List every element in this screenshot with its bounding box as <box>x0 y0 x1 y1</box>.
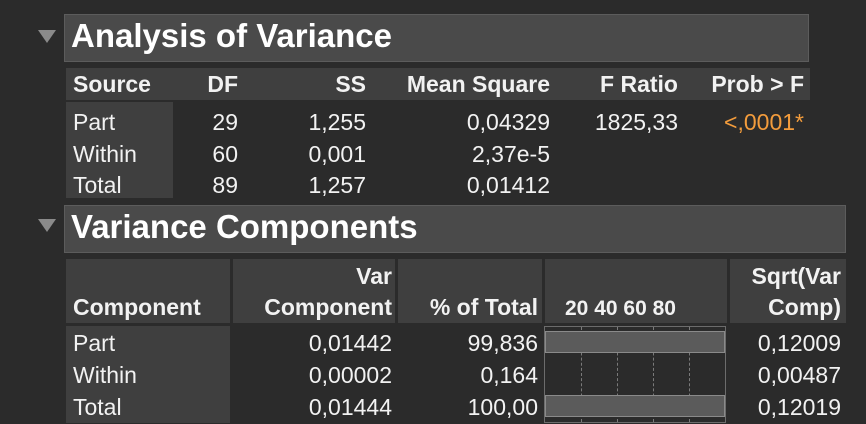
pct-bar-chart <box>544 326 726 423</box>
grid-line-40 <box>617 327 618 422</box>
anova-row-total-ss: 1,257 <box>308 172 366 198</box>
vc-row-part-var: 0,01442 <box>308 330 392 356</box>
vc-header-sqrt-line1: Sqrt(Var <box>751 263 841 289</box>
anova-row-part-f: 1825,33 <box>594 109 678 135</box>
anova-header-df: DF <box>207 71 238 97</box>
anova-section-title[interactable]: Analysis of Variance <box>64 14 809 62</box>
grid-line-20 <box>581 327 582 422</box>
vc-row-total-sqrt: 0,12019 <box>757 394 841 420</box>
pct-bar-total <box>545 395 725 417</box>
anova-row-part-p: <,0001* <box>724 109 804 135</box>
vc-header-component: Component <box>73 294 201 320</box>
grid-line-80 <box>689 327 690 422</box>
anova-header-ms: Mean Square <box>406 71 550 97</box>
vc-component-col-bg <box>66 326 230 423</box>
anova-source-col-bg <box>66 102 173 198</box>
vc-header-component-bg <box>66 259 230 323</box>
vc-header-var-line2: Component <box>264 294 392 320</box>
vc-header-sqrt-bg <box>730 259 846 323</box>
anova-header-source: Source <box>73 71 151 97</box>
vc-row-part-name: Part <box>73 330 116 356</box>
vc-row-within-var: 0,00002 <box>308 362 392 388</box>
vc-header-pct-bg <box>398 259 542 323</box>
anova-row-part-ss: 1,255 <box>308 109 366 135</box>
anova-row-within-source: Within <box>73 141 137 167</box>
vc-row-within-name: Within <box>73 362 137 388</box>
vc-header-var-line1: Var <box>356 263 392 289</box>
grid-line-60 <box>653 327 654 422</box>
anova-header-bg <box>66 68 810 100</box>
anova-header-f: F Ratio <box>600 71 678 97</box>
vc-row-total-var: 0,01444 <box>308 394 392 420</box>
pct-bar-part <box>545 331 725 353</box>
disclosure-triangle-icon[interactable] <box>38 30 56 43</box>
vc-header-axis-bg <box>545 259 727 323</box>
vc-header-sqrt-line2: Comp) <box>768 294 841 320</box>
anova-row-within-ms: 2,37e-5 <box>471 141 550 167</box>
anova-header-p: Prob > F <box>711 71 804 97</box>
anova-row-within-ss: 0,001 <box>308 141 366 167</box>
vc-row-part-pct: 99,836 <box>467 330 538 356</box>
vc-header-var-bg <box>233 259 395 323</box>
anova-row-total-ms: 0,01412 <box>466 172 550 198</box>
anova-row-part-df: 29 <box>212 109 238 135</box>
anova-row-part-ms: 0,04329 <box>466 109 550 135</box>
vc-row-part-sqrt: 0,12009 <box>757 330 841 356</box>
vc-header-pct: % of Total <box>429 294 538 320</box>
vc-row-total-name: Total <box>73 394 122 420</box>
variance-section-title[interactable]: Variance Components <box>64 205 846 253</box>
vc-header-axis-ticks: 20 40 60 80 <box>565 297 676 320</box>
anova-row-total-source: Total <box>73 172 122 198</box>
disclosure-triangle-icon[interactable] <box>38 219 56 232</box>
vc-row-within-pct: 0,164 <box>480 362 538 388</box>
anova-row-within-df: 60 <box>212 141 238 167</box>
anova-row-part-source: Part <box>73 109 116 135</box>
anova-header-ss: SS <box>335 71 366 97</box>
anova-row-total-df: 89 <box>212 172 238 198</box>
vc-row-total-pct: 100,00 <box>467 394 538 420</box>
vc-row-within-sqrt: 0,00487 <box>757 362 841 388</box>
